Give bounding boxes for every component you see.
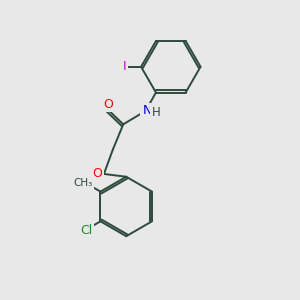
Text: H: H bbox=[152, 106, 160, 119]
Text: N: N bbox=[142, 104, 152, 117]
Text: CH₃: CH₃ bbox=[73, 178, 92, 188]
Text: O: O bbox=[103, 98, 113, 111]
Text: I: I bbox=[123, 60, 127, 73]
Text: Cl: Cl bbox=[80, 224, 92, 238]
Text: O: O bbox=[92, 167, 102, 181]
